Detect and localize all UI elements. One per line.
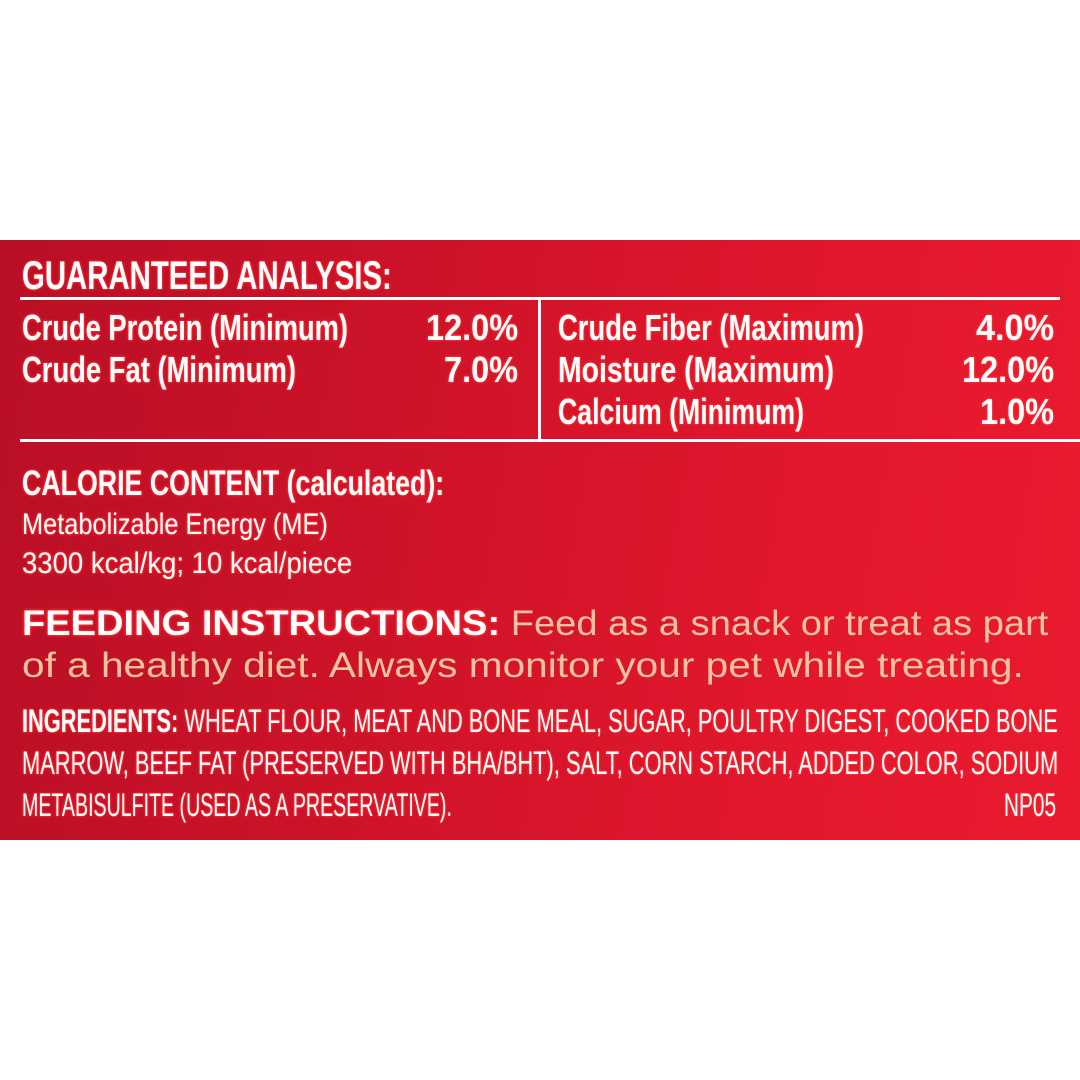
feeding-line-1: FEEDING INSTRUCTIONS: Feed as a snack or… <box>22 606 1048 641</box>
calorie-title: CALORIE CONTENT (calculated): <box>22 464 445 503</box>
divider-bottom <box>20 439 1080 442</box>
fiber-value: 4.0% <box>975 307 1054 348</box>
protein-label: Crude Protein (Minimum) <box>22 307 348 348</box>
moisture-value: 12.0% <box>961 349 1054 390</box>
fat-label: Crude Fat (Minimum) <box>22 349 296 390</box>
moisture-label: Moisture (Maximum) <box>558 349 835 390</box>
calcium-label: Calcium (Minimum) <box>558 391 805 432</box>
guaranteed-analysis-title: GUARANTEED ANALYSIS: <box>22 254 392 298</box>
ingredients-line-2: MARROW, BEEF FAT (PRESERVED WITH BHA/BHT… <box>22 745 1059 781</box>
ingredients-line-1: INGREDIENTS: WHEAT FLOUR, MEAT AND BONE … <box>22 705 1058 737</box>
feeding-text-1: Feed as a snack or treat as part <box>510 604 1049 643</box>
product-code: NP05 <box>1003 787 1056 823</box>
feeding-label: FEEDING INSTRUCTIONS: <box>22 604 501 643</box>
calorie-line-2: 3300 kcal/kg; 10 kcal/piece <box>22 547 353 580</box>
feeding-line-2: of a healthy diet. Always monitor your p… <box>22 646 1024 685</box>
fat-value: 7.0% <box>443 349 518 390</box>
calorie-line-1: Metabolizable Energy (ME) <box>22 508 328 541</box>
ingredients-text-1: WHEAT FLOUR, MEAT AND BONE MEAL, SUGAR, … <box>184 703 1058 739</box>
calcium-value: 1.0% <box>979 391 1054 432</box>
fiber-label: Crude Fiber (Maximum) <box>558 307 865 348</box>
nutrition-panel: GUARANTEED ANALYSIS: Crude Protein (Mini… <box>0 240 1080 840</box>
ingredients-label: INGREDIENTS: <box>22 703 179 739</box>
ingredients-line-3: METABISULFITE (USED AS A PRESERVATIVE). <box>22 787 452 823</box>
divider-vertical <box>538 297 541 440</box>
protein-value: 12.0% <box>425 307 518 348</box>
